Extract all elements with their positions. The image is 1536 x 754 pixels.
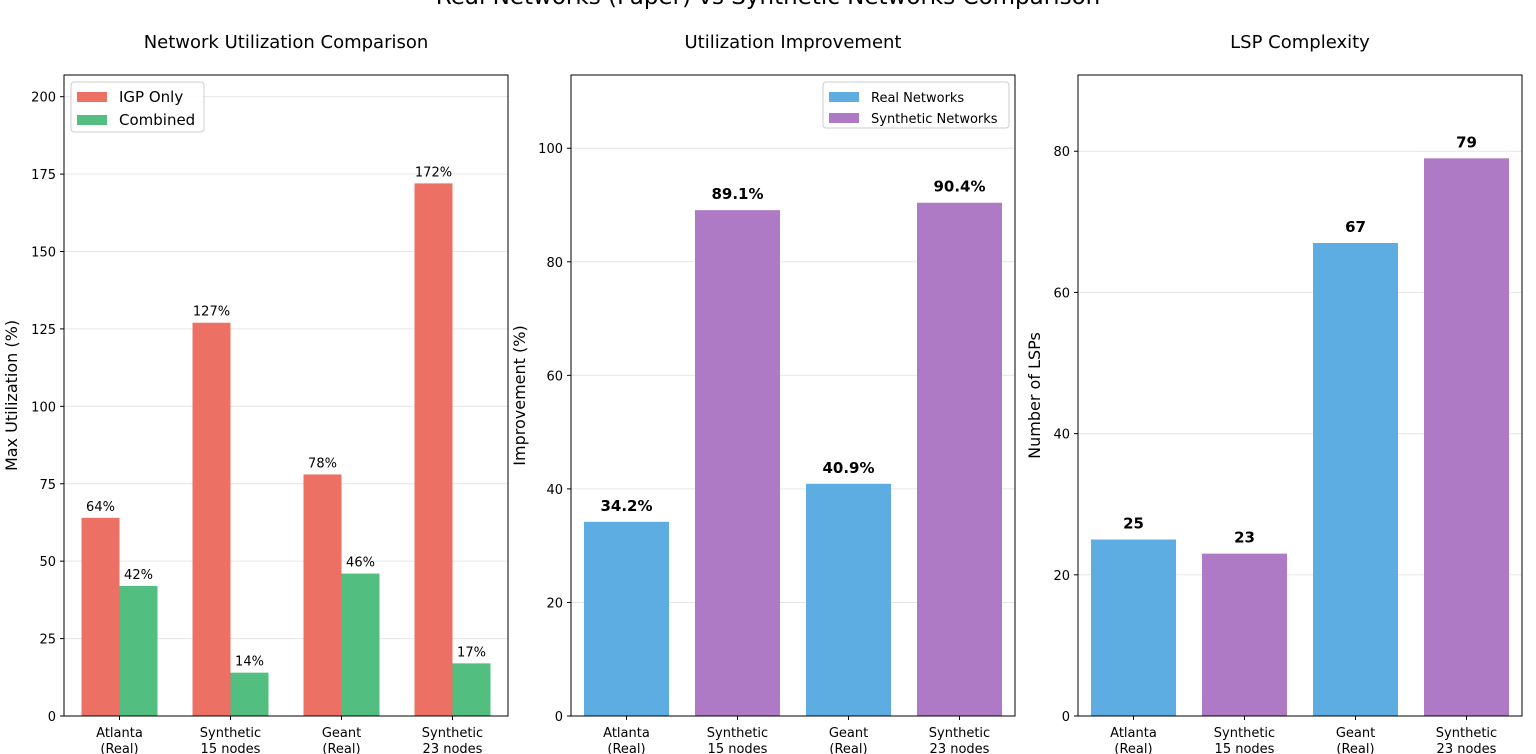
data-label: 78% xyxy=(308,456,337,471)
y-tick-label: 20 xyxy=(546,596,563,611)
x-tick-label: Synthetic 15 nodes xyxy=(200,726,261,754)
data-label: 34.2% xyxy=(600,497,652,515)
chart-panel-1: 64% 127% 78% 172% 42% 14% 46% 17% 0 25 50 75 100 125 1… xyxy=(2,32,509,754)
chart-panel-2: 34.2% 89.1% 40.9% 90.4% 0 20 40 60 80 100 Atlanta(… xyxy=(510,32,1016,754)
axes-frame xyxy=(570,74,1016,717)
legend: IGP Only Combined xyxy=(70,81,205,133)
data-label: 90.4% xyxy=(933,178,985,196)
legend-swatch xyxy=(829,92,859,102)
data-label: 25 xyxy=(1123,515,1144,533)
data-label: 79 xyxy=(1456,133,1477,151)
y-tick-label: 20 xyxy=(1053,569,1070,584)
legend: Real Networks Synthetic Networks xyxy=(822,81,1010,129)
data-label: 46% xyxy=(346,556,375,571)
chart-title: LSP Complexity xyxy=(1230,32,1370,53)
axes-frame xyxy=(63,74,509,717)
axes-frame xyxy=(1077,74,1523,717)
x-tick-label: Synthetic 15 nodes xyxy=(707,726,768,754)
x-tick-label: Atlanta (Real) xyxy=(96,726,143,754)
bar xyxy=(1202,553,1287,716)
data-label: 89.1% xyxy=(711,185,763,203)
bar xyxy=(806,483,891,716)
data-label: 64% xyxy=(86,500,115,515)
chart-title: Network Utilization Comparison xyxy=(144,32,429,53)
bar xyxy=(119,585,158,716)
y-tick-label: 100 xyxy=(31,400,56,415)
bar xyxy=(584,521,669,716)
bar xyxy=(303,474,342,716)
y-tick-label: 40 xyxy=(546,483,563,498)
y-tick-label: 80 xyxy=(1053,145,1070,160)
legend-swatch xyxy=(829,113,859,123)
y-tick-label: 125 xyxy=(31,323,56,338)
y-axis-label: Number of LSPs xyxy=(1025,332,1044,459)
y-tick-label: 0 xyxy=(555,710,563,725)
data-label: 172% xyxy=(415,165,452,180)
x-tick-label: Atlanta (Real) xyxy=(603,726,650,754)
y-tick-label: 200 xyxy=(31,91,56,106)
legend-label: IGP Only xyxy=(119,88,183,106)
chart-title: Utilization Improvement xyxy=(684,32,901,53)
data-label: 127% xyxy=(193,305,230,320)
data-label: 17% xyxy=(457,645,486,660)
data-label: 42% xyxy=(124,568,153,583)
data-label: 23 xyxy=(1234,529,1255,547)
bar xyxy=(81,517,120,716)
legend-swatch xyxy=(77,115,107,125)
x-tick-label: Synthetic 23 nodes xyxy=(1436,726,1497,754)
y-tick-label: 40 xyxy=(1053,428,1070,443)
x-tick-label: Synthetic 23 nodes xyxy=(422,726,483,754)
bar xyxy=(917,202,1002,716)
data-label: 67 xyxy=(1345,218,1366,236)
x-tick-label: Synthetic 23 nodes xyxy=(929,726,990,754)
bar xyxy=(192,322,231,716)
x-tick-label: Geant (Real) xyxy=(322,726,361,754)
bar xyxy=(1091,539,1176,716)
bar xyxy=(1424,158,1509,716)
legend-label: Synthetic Networks xyxy=(871,112,998,127)
bar xyxy=(414,183,453,716)
y-tick-label: 60 xyxy=(546,369,563,384)
x-tick-label: Atlanta (Real) xyxy=(1110,726,1157,754)
y-axis-label: Max Utilization (%) xyxy=(2,320,21,471)
y-tick-label: 75 xyxy=(39,478,56,493)
y-tick-label: 0 xyxy=(48,710,56,725)
bar xyxy=(230,672,269,716)
data-label: 40.9% xyxy=(822,459,874,477)
y-tick-label: 150 xyxy=(31,246,56,261)
y-tick-label: 50 xyxy=(39,555,56,570)
y-tick-label: 25 xyxy=(39,633,56,648)
chart-panel-3: 25 23 67 79 0 20 40 60 80 Atlanta (Real) Synthetic 1… xyxy=(1025,32,1523,754)
y-axis-label: Improvement (%) xyxy=(510,325,529,465)
y-tick-label: 80 xyxy=(546,256,563,271)
legend-label: Combined xyxy=(119,111,195,129)
legend-swatch xyxy=(77,92,107,102)
y-tick-label: 0 xyxy=(1062,710,1070,725)
x-tick-label: Geant (Real) xyxy=(829,726,868,754)
x-tick-label: Geant (Real) xyxy=(1336,726,1375,754)
bar xyxy=(1313,243,1398,716)
y-tick-label: 60 xyxy=(1053,286,1070,301)
data-label: 14% xyxy=(235,655,264,670)
figure-suptitle: Real Networks (Paper) vs Synthetic Netwo… xyxy=(436,0,1100,10)
bar xyxy=(695,210,780,717)
bar xyxy=(341,573,380,716)
y-tick-label: 175 xyxy=(31,168,56,183)
bar xyxy=(452,663,491,716)
x-tick-label: Synthetic 15 nodes xyxy=(1214,726,1275,754)
legend-box xyxy=(822,81,1010,129)
legend-label: Real Networks xyxy=(871,91,964,106)
y-tick-label: 100 xyxy=(538,142,563,157)
